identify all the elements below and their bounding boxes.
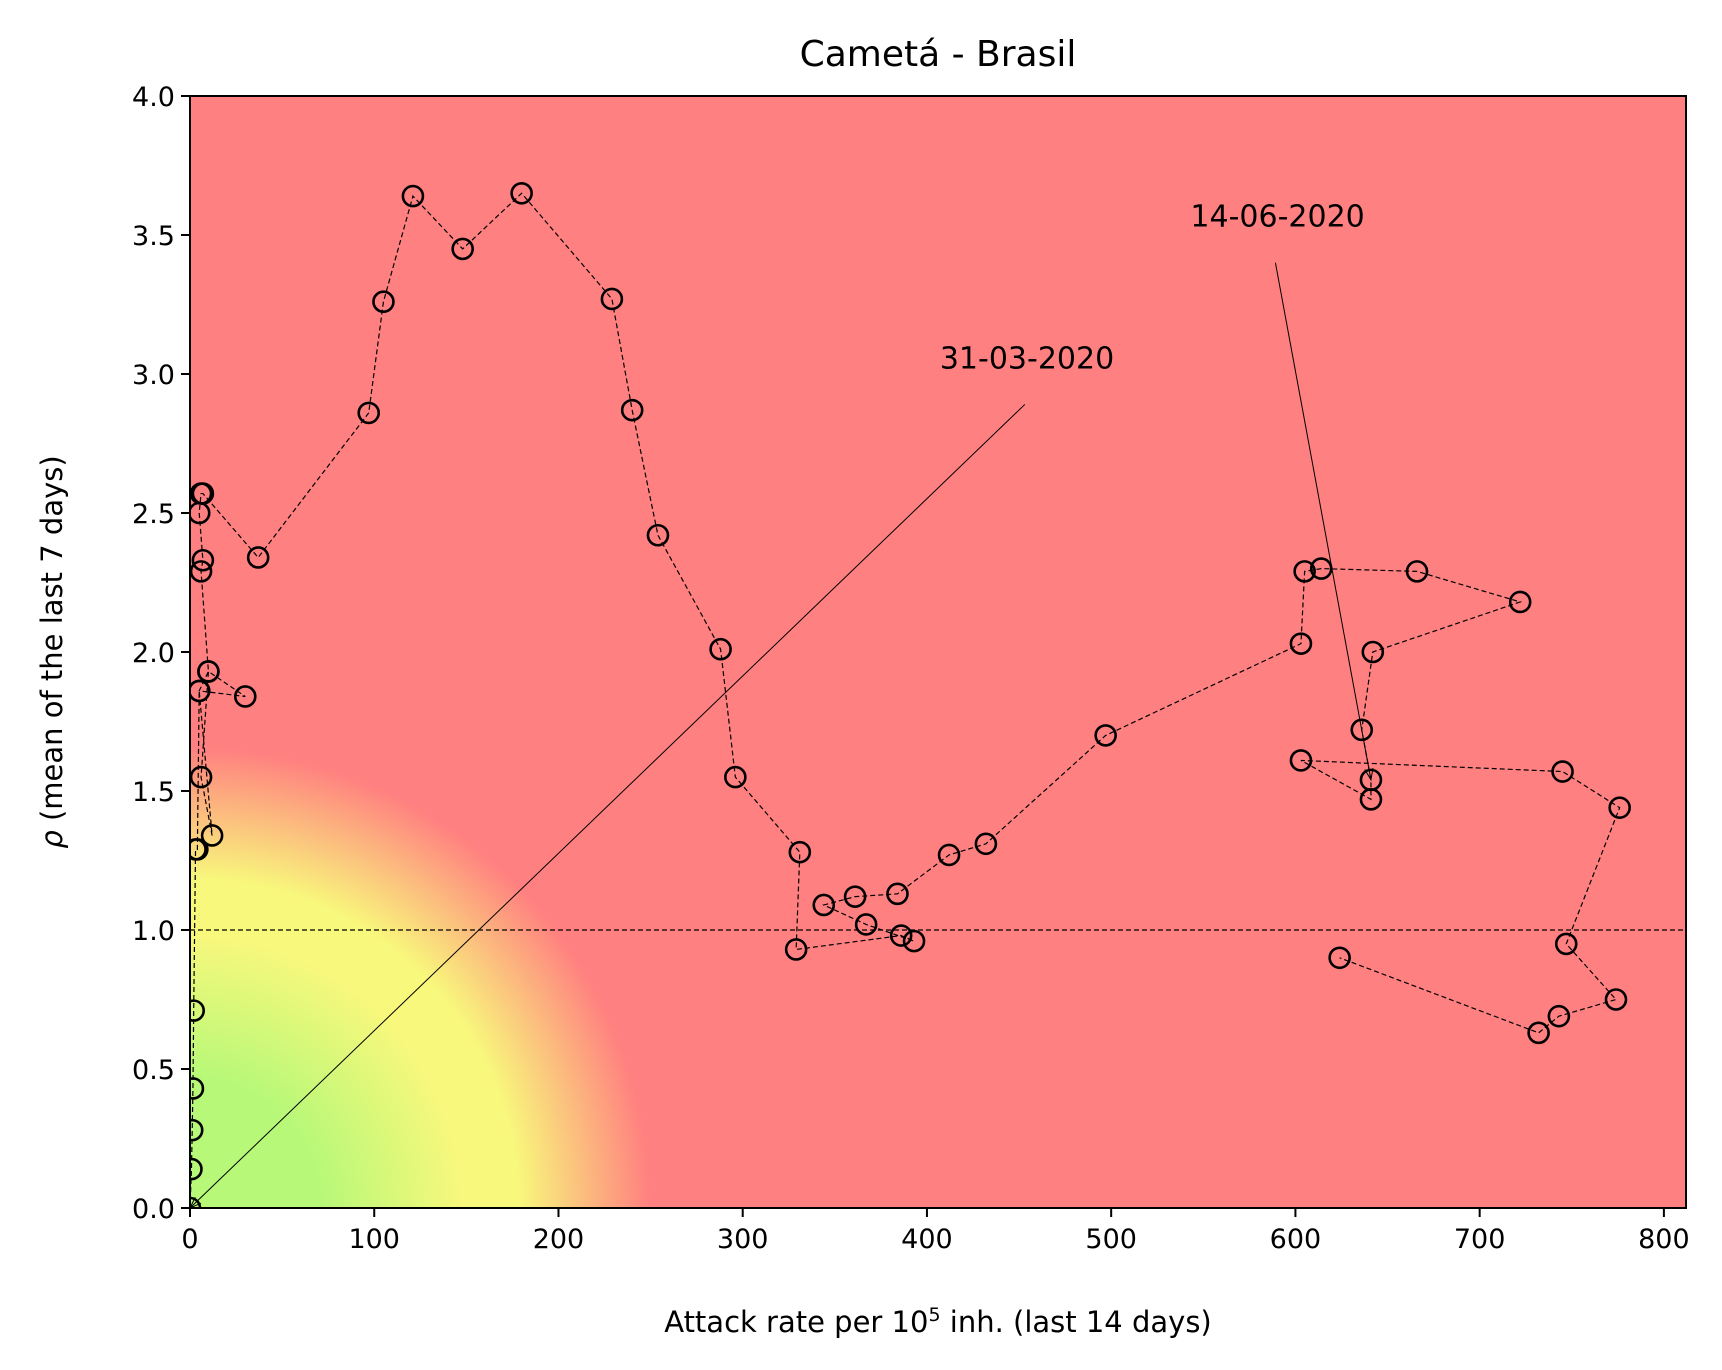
data-point [190,679,211,703]
data-point [854,913,878,936]
annotation-arrowhead [1364,767,1374,782]
x-axis: 0 100 200 300 400 500 600 700 800 [181,1208,1690,1255]
data-point [451,237,474,261]
data-point [190,999,205,1022]
data-point [1405,560,1429,583]
data-point [1359,788,1383,811]
y-tick-label: 2.0 [132,638,175,669]
data-point [1608,796,1631,819]
x-tick-label: 0 [181,1224,198,1255]
annotations-layer: 31-03-2020 14-06-2020 [188,200,1374,1210]
y-axis-label-rest: (mean of the last 7 days) [35,455,69,830]
annotation-label: 31-03-2020 [940,341,1114,376]
x-axis-label-sup: 5 [928,1304,940,1326]
data-point [357,401,381,425]
y-tick-label: 1.0 [132,916,175,947]
x-tick-label: 800 [1638,1224,1690,1255]
x-axis-label-suffix: inh. (last 14 days) [941,1305,1212,1339]
data-point [1508,590,1532,614]
data-point [190,838,209,861]
x-tick-label: 700 [1454,1224,1506,1255]
x-tick-label: 100 [348,1224,400,1255]
data-point [709,637,732,661]
x-tick-label: 300 [717,1224,769,1255]
data-point [1361,640,1385,664]
data-point [1350,718,1374,742]
data-point [600,287,624,311]
data-point [784,938,808,961]
y-tick-label: 4.0 [132,82,175,113]
data-point [843,885,867,908]
data-point [190,1077,205,1100]
annotation-arrow [189,404,1026,1209]
data-point [1289,632,1313,655]
data-point [1547,1004,1571,1028]
data-point [886,882,909,906]
data-point [191,548,215,572]
data-point [724,765,747,789]
y-tick-label: 0.5 [132,1055,175,1086]
data-point [889,924,913,947]
y-tick-label: 0.0 [132,1194,175,1225]
data-point [191,482,215,505]
data-point [1289,749,1313,772]
y-tick-label: 2.5 [132,499,175,530]
data-point [190,765,213,789]
x-axis-label: Attack rate per 105 inh. (last 14 days) [664,1304,1212,1339]
data-point [190,1157,203,1181]
data-point [620,398,644,422]
data-point [190,560,213,583]
data-point [937,843,961,867]
y-tick-label: 1.5 [132,777,175,808]
data-point [510,182,533,205]
data-point [190,1118,204,1142]
data-point [1309,557,1333,580]
data-point [1527,1021,1550,1045]
y-tick-label: 3.0 [132,360,175,391]
x-tick-label: 400 [901,1224,953,1255]
data-point [902,929,926,953]
data-point [197,660,220,683]
data-point [246,546,270,569]
y-axis-label-symbol: ρ [35,830,69,849]
plot-background [190,96,1686,1208]
y-axis: 0.0 0.5 1.0 1.5 2.0 2.5 3.0 3.5 4.0 [132,82,190,1225]
data-point [1328,946,1351,970]
data-point [812,893,836,917]
annotation-label: 14-06-2020 [1190,200,1364,235]
x-tick-label: 600 [1270,1224,1322,1255]
data-point [788,840,812,864]
data-point [1094,724,1117,747]
data-point [372,290,395,314]
data-point [1293,560,1316,583]
data-point [233,685,257,708]
data-point [1604,988,1628,1011]
data-point [1554,932,1578,956]
data-point [401,184,425,208]
x-axis-label-prefix: Attack rate per 10 [664,1305,928,1339]
y-axis-label: ρ (mean of the last 7 days) [35,455,69,848]
data-point [1551,760,1574,783]
x-tick-label: 500 [1085,1224,1137,1255]
y-tick-label: 3.5 [132,221,175,252]
data-point [646,523,670,547]
plot-area [190,182,1686,1208]
annotation-arrow [1274,262,1372,780]
data-point [974,832,998,856]
x-tick-label: 200 [533,1224,585,1255]
chart-title: Cametá - Brasil [800,34,1077,75]
data-point [200,824,224,847]
